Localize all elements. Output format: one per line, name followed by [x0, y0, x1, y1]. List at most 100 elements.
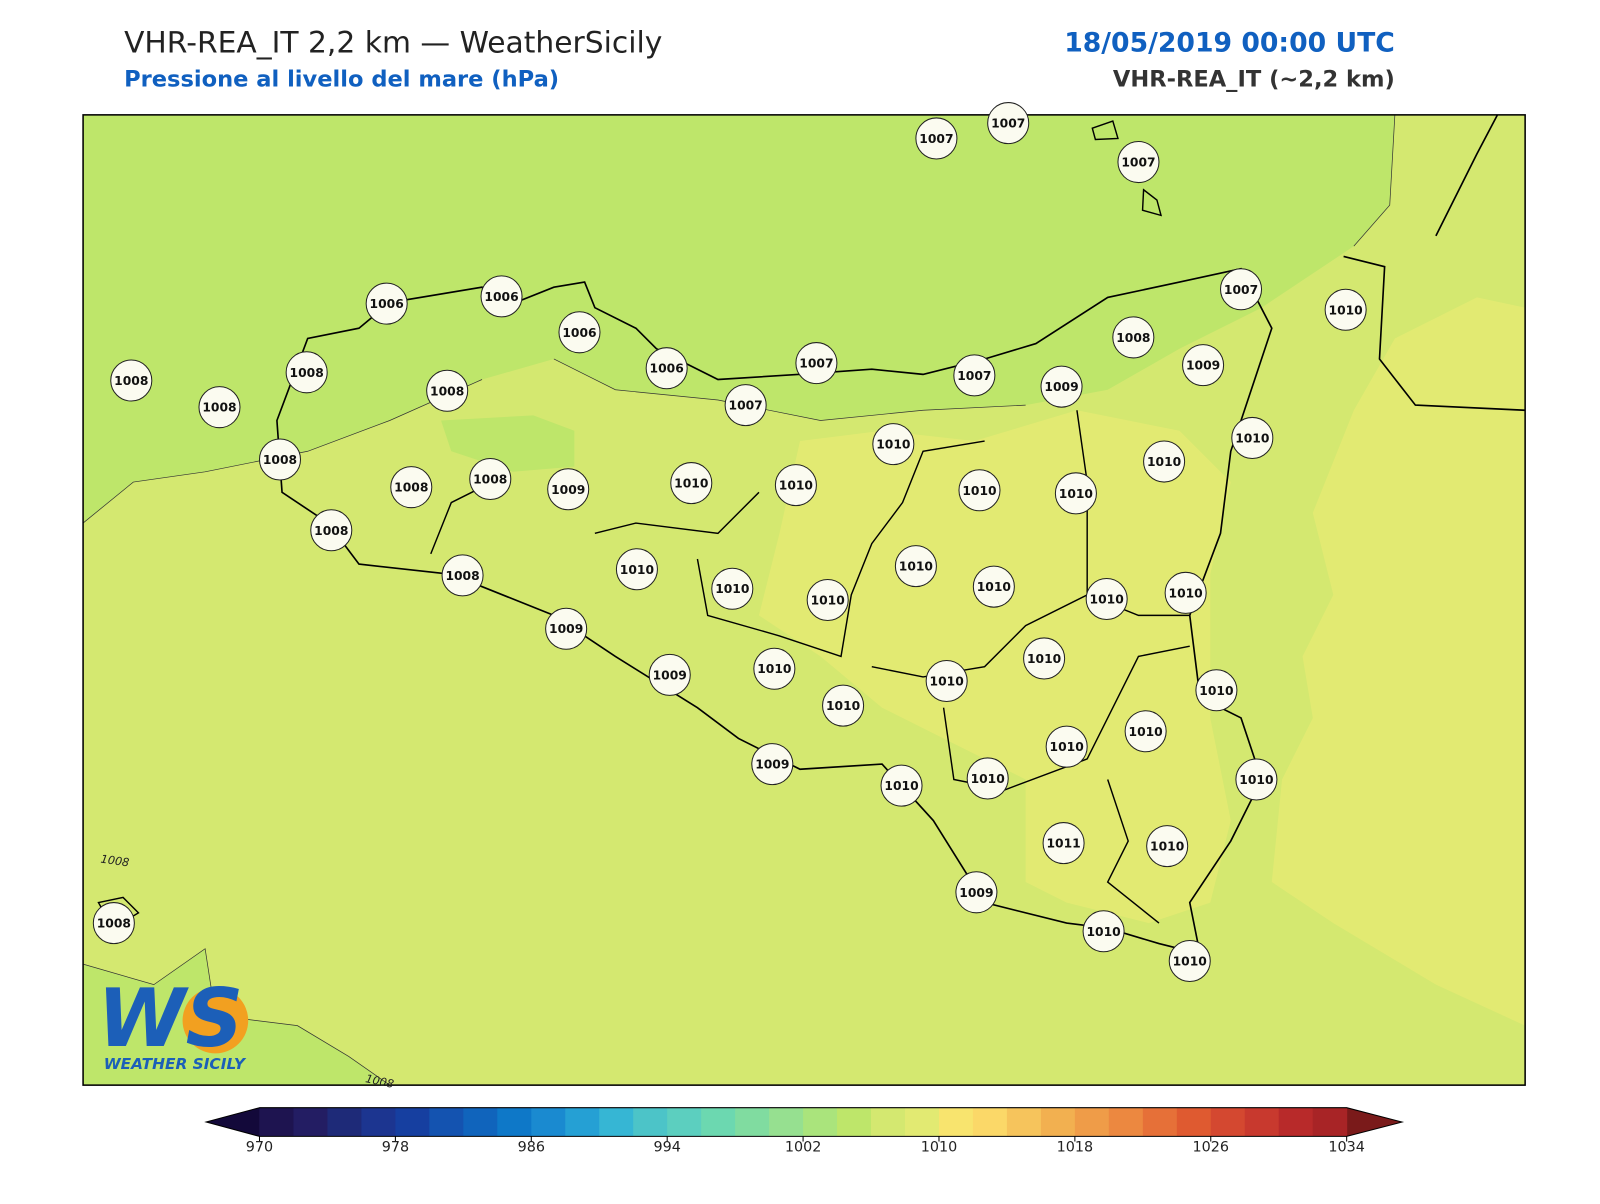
station-label: 1007: [991, 117, 1025, 131]
station-marker: [955, 871, 998, 914]
station-label: 1008: [430, 384, 464, 398]
station-marker: [648, 653, 691, 696]
model: VHR-REA_IT (~2,2 km): [1113, 67, 1395, 93]
station: 1010: [958, 469, 1001, 512]
colorbar-over: [1346, 1107, 1403, 1137]
station-marker: [987, 102, 1030, 145]
station-marker: [753, 647, 796, 690]
station: 1010: [711, 567, 754, 610]
station-marker: [1168, 940, 1211, 983]
station: 1008: [390, 466, 433, 509]
station-marker: [953, 354, 996, 397]
station: 1010: [1045, 725, 1088, 768]
coastline: [1343, 114, 1526, 412]
field-low: [441, 415, 575, 472]
station-marker: [1182, 344, 1225, 387]
station: 1009: [1040, 365, 1083, 408]
station-marker: [198, 386, 241, 429]
station-marker: [1054, 472, 1097, 515]
station-label: 1010: [1150, 840, 1184, 854]
station-label: 1009: [1186, 359, 1220, 373]
station-marker: [1219, 268, 1263, 311]
station-label: 1010: [1235, 431, 1269, 445]
station-label: 1008: [394, 481, 428, 495]
colorbar-bin: [1040, 1107, 1076, 1137]
field-low: [83, 948, 390, 1086]
colorbar-bin: [735, 1107, 770, 1137]
station-label: 1007: [919, 132, 953, 146]
station: 1011: [1042, 822, 1085, 865]
station-label: 1010: [1050, 740, 1084, 754]
station-label: 1011: [1046, 837, 1080, 851]
station-label: 1007: [799, 357, 833, 371]
colorbar-bin: [531, 1107, 566, 1137]
station: 1010: [1124, 710, 1167, 753]
colorbar: 970 978 986 994 1002 1010 1018 1026 1034: [204, 1107, 1405, 1156]
colorbar-bin: [599, 1107, 634, 1137]
station-label: 1010: [930, 675, 964, 689]
station: 1008: [258, 438, 302, 481]
station-marker: [469, 457, 512, 500]
colorbar-bin: [1176, 1107, 1212, 1137]
station-marker: [972, 565, 1015, 608]
station: 1006: [558, 311, 601, 354]
station-label: 1010: [899, 560, 933, 574]
station: 1010: [925, 660, 968, 703]
station-marker: [1124, 710, 1167, 753]
station-marker: [894, 545, 937, 588]
station-label: 1010: [826, 699, 860, 713]
colorbar-tick-label: 1010: [921, 1140, 958, 1156]
station-marker: [1324, 288, 1367, 331]
station-label: 1010: [715, 582, 749, 596]
station: 1010: [1023, 637, 1066, 680]
colorbar-bin: [905, 1107, 940, 1137]
station: 1010: [966, 757, 1009, 800]
station: 1007: [1219, 268, 1263, 311]
colorbar-bin: [803, 1107, 838, 1137]
station: 1010: [1168, 940, 1211, 983]
station: 1009: [1182, 344, 1225, 387]
station-marker: [426, 369, 469, 412]
station-label: 1010: [1239, 773, 1273, 787]
station: 1010: [894, 545, 937, 588]
station-label: 1007: [1224, 283, 1258, 297]
station-marker: [958, 469, 1001, 512]
station-marker: [880, 764, 923, 807]
station: 1006: [645, 347, 688, 390]
station: 1010: [822, 684, 865, 727]
colorbar-bin: [871, 1107, 906, 1137]
colorbar-bin: [667, 1107, 702, 1137]
isobar: [83, 114, 1396, 1086]
station: 1010: [1231, 416, 1274, 459]
colorbar-bin: [701, 1107, 736, 1137]
colorbar-bin: [327, 1107, 362, 1137]
station: 1009: [545, 607, 588, 650]
station: 1010: [1324, 288, 1367, 331]
colorbar-under: [206, 1107, 260, 1137]
station: 1010: [806, 578, 849, 622]
colorbar-bin: [293, 1107, 328, 1137]
station-marker: [670, 462, 713, 505]
colorbar-bin: [938, 1107, 974, 1137]
station: 1010: [872, 423, 915, 466]
logo: WS WEATHER SICILY: [97, 972, 249, 1073]
station-label: 1009: [551, 483, 585, 497]
station-marker: [645, 347, 688, 390]
station-marker: [1082, 910, 1125, 953]
station-label: 1010: [1199, 684, 1233, 698]
station-marker: [545, 607, 588, 650]
station-label: 1008: [314, 524, 348, 538]
station-marker: [1040, 365, 1083, 408]
station-marker: [795, 342, 838, 385]
station-label: 1010: [620, 563, 654, 577]
station-label: 1009: [959, 886, 993, 900]
station: 1008: [1112, 316, 1155, 359]
colorbar-tick-label: 1018: [1057, 1140, 1094, 1156]
station-marker: [1231, 416, 1274, 459]
station: 1010: [1146, 825, 1189, 868]
station-marker: [1042, 822, 1085, 865]
station: 1008: [92, 902, 135, 945]
station: 1009: [751, 743, 794, 786]
colorbar-bin: [972, 1107, 1008, 1137]
station: 1010: [774, 464, 817, 507]
